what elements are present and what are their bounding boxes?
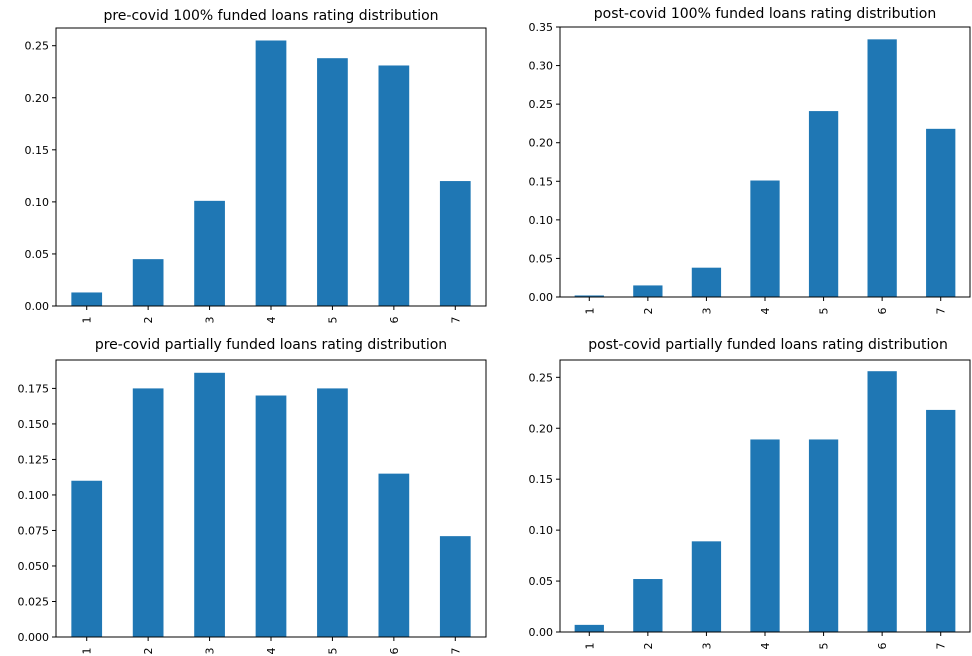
- chart-title: pre-covid partially funded loans rating …: [95, 337, 447, 353]
- bar: [255, 40, 287, 306]
- bar: [194, 200, 225, 306]
- bar: [71, 292, 103, 306]
- y-tick-label: 0.125: [18, 453, 50, 466]
- y-tick-label: 0.15: [529, 473, 554, 486]
- y-tick-label: 0.20: [529, 422, 554, 435]
- bar: [867, 39, 897, 297]
- x-tick-label: 3: [204, 648, 217, 655]
- bar: [750, 180, 780, 297]
- bar: [691, 541, 722, 632]
- x-tick-label: 7: [935, 643, 948, 650]
- bar: [132, 259, 164, 306]
- bar: [439, 181, 471, 306]
- x-tick-label: 4: [759, 643, 772, 650]
- y-tick-label: 0.00: [25, 300, 50, 313]
- y-tick-label: 0.150: [18, 418, 50, 431]
- bar: [378, 65, 410, 306]
- x-tick-label: 3: [204, 317, 217, 324]
- y-tick-label: 0.10: [529, 214, 554, 227]
- subplot-post-covid-100-funded: post-covid 100% funded loans rating dist…: [529, 6, 971, 315]
- y-tick-label: 0.20: [529, 137, 554, 150]
- bar: [867, 371, 897, 632]
- y-tick-label: 0.05: [529, 252, 554, 265]
- axes-frame: [559, 359, 971, 633]
- y-tick-label: 0.25: [529, 98, 554, 111]
- x-tick-label: 4: [759, 308, 772, 315]
- chart-title: post-covid partially funded loans rating…: [588, 337, 948, 353]
- subplot-post-covid-partially-funded: post-covid partially funded loans rating…: [529, 337, 971, 650]
- x-tick-label: 5: [326, 317, 339, 324]
- x-tick-label: 1: [583, 308, 596, 315]
- y-tick-label: 0.20: [25, 92, 50, 105]
- axes-frame: [559, 26, 971, 298]
- x-tick-label: 7: [935, 308, 948, 315]
- y-tick-label: 0.05: [25, 248, 50, 261]
- y-tick-label: 0.050: [18, 560, 50, 573]
- bar: [378, 473, 410, 637]
- x-tick-label: 7: [449, 317, 462, 324]
- x-tick-label: 2: [642, 308, 655, 315]
- bar: [255, 395, 287, 637]
- x-tick-label: 3: [700, 643, 713, 650]
- bar: [317, 388, 348, 637]
- bar: [439, 536, 471, 637]
- y-tick-label: 0.100: [18, 489, 50, 502]
- subplot-pre-covid-100-funded: pre-covid 100% funded loans rating distr…: [25, 8, 487, 324]
- y-tick-label: 0.10: [25, 196, 50, 209]
- bar: [808, 111, 839, 297]
- bar: [574, 295, 604, 297]
- x-tick-label: 1: [583, 643, 596, 650]
- x-tick-label: 6: [388, 648, 401, 655]
- y-tick-label: 0.35: [529, 21, 554, 34]
- bar: [926, 409, 956, 632]
- y-tick-label: 0.30: [529, 60, 554, 73]
- x-tick-label: 4: [265, 648, 278, 655]
- x-tick-label: 4: [265, 317, 278, 324]
- x-tick-label: 7: [449, 648, 462, 655]
- x-tick-label: 6: [876, 308, 889, 315]
- bar: [574, 624, 604, 632]
- axes-frame: [55, 359, 487, 638]
- bar: [808, 439, 839, 632]
- x-tick-label: 2: [642, 643, 655, 650]
- x-tick-label: 2: [142, 317, 155, 324]
- y-tick-label: 0.05: [529, 575, 554, 588]
- x-tick-label: 6: [876, 643, 889, 650]
- x-tick-label: 6: [388, 317, 401, 324]
- y-tick-label: 0.00: [529, 626, 554, 639]
- x-tick-label: 3: [700, 308, 713, 315]
- bar: [633, 579, 663, 632]
- subplot-pre-covid-partially-funded: pre-covid partially funded loans rating …: [18, 337, 487, 655]
- bar: [194, 372, 225, 637]
- axes-frame: [55, 27, 487, 307]
- x-tick-label: 5: [818, 643, 831, 650]
- y-tick-label: 0.175: [18, 382, 50, 395]
- y-tick-label: 0.025: [18, 595, 50, 608]
- y-tick-label: 0.15: [25, 144, 50, 157]
- bar: [317, 58, 348, 306]
- y-tick-label: 0.10: [529, 524, 554, 537]
- x-tick-label: 1: [81, 317, 94, 324]
- chart-title: post-covid 100% funded loans rating dist…: [594, 6, 936, 22]
- y-tick-label: 0.25: [25, 40, 50, 53]
- bar: [926, 128, 956, 297]
- x-tick-label: 5: [326, 648, 339, 655]
- x-tick-label: 1: [81, 648, 94, 655]
- x-tick-label: 5: [818, 308, 831, 315]
- x-tick-label: 2: [142, 648, 155, 655]
- bar: [750, 439, 780, 632]
- y-tick-label: 0.000: [18, 631, 50, 644]
- bar: [132, 388, 164, 637]
- y-tick-label: 0.075: [18, 524, 50, 537]
- bar: [633, 285, 663, 297]
- bar: [691, 267, 722, 297]
- chart-title: pre-covid 100% funded loans rating distr…: [103, 8, 438, 24]
- y-tick-label: 0.25: [529, 371, 554, 384]
- y-tick-label: 0.00: [529, 291, 554, 304]
- bar: [71, 480, 103, 637]
- y-tick-label: 0.15: [529, 175, 554, 188]
